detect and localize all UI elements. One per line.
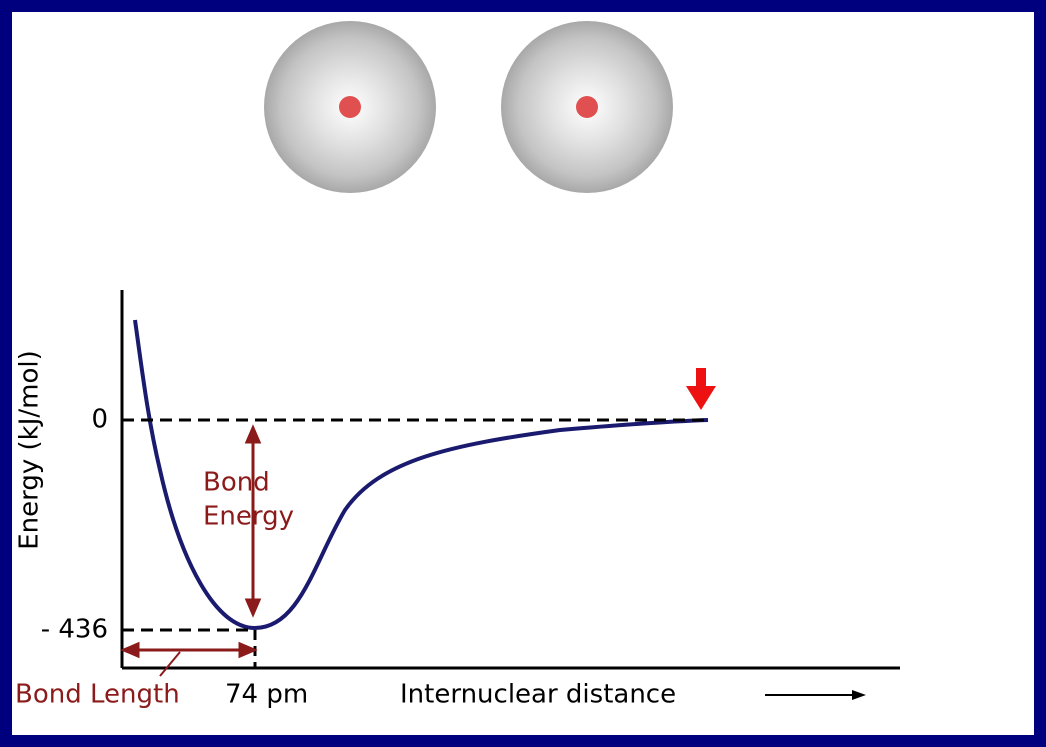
bond-energy-label: Bond bbox=[203, 468, 270, 498]
atom bbox=[501, 21, 673, 193]
atom bbox=[264, 21, 436, 193]
diagram: Energy (kJ/mol) Bond Energy Bond Length … bbox=[0, 0, 1046, 747]
bond-length-value: 74 pm bbox=[225, 680, 308, 710]
y-axis-label: Energy (kJ/mol) bbox=[15, 350, 45, 550]
bond-length-label: Bond Length bbox=[15, 680, 180, 710]
bond-energy-label: Energy bbox=[203, 502, 294, 532]
x-axis-label: Internuclear distance bbox=[400, 680, 676, 710]
y-tick-label: 0 bbox=[91, 405, 108, 435]
y-tick-label: - 436 bbox=[41, 615, 108, 645]
